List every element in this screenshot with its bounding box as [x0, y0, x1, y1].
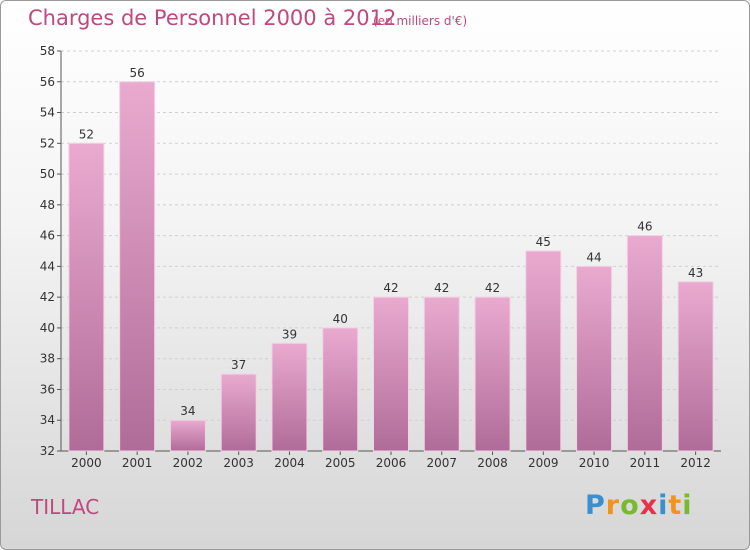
y-tick-label: 32: [40, 444, 55, 458]
data-label: 52: [79, 127, 94, 141]
logo-letter: P: [585, 490, 606, 521]
logo-letter: x: [639, 490, 659, 521]
bar-2002: [169, 419, 206, 452]
logo-letter: r: [605, 490, 621, 521]
data-label: 42: [434, 281, 449, 295]
y-tick-label: 44: [40, 259, 55, 273]
logo-letter: t: [668, 490, 683, 521]
y-tick-label: 56: [40, 75, 55, 89]
bar-2004: [271, 342, 308, 452]
y-tick-label: 34: [40, 413, 55, 427]
bar-2009: [525, 250, 562, 452]
y-tick-label: 36: [40, 382, 55, 396]
logo-letter: i: [682, 490, 693, 521]
x-tick-label: 2006: [376, 456, 407, 470]
x-tick-label: 2007: [426, 456, 457, 470]
chart-title: Charges de Personnel 2000 à 2012: [28, 6, 397, 30]
x-tick-label: 2010: [579, 456, 610, 470]
chart-subtitle: (en milliers d'€): [373, 14, 468, 28]
data-label: 43: [688, 266, 703, 280]
data-label: 40: [333, 312, 348, 326]
x-tick-label: 2001: [122, 456, 153, 470]
data-label: 44: [586, 250, 601, 264]
bar-2008: [474, 296, 511, 452]
bar-2005: [322, 327, 359, 452]
labels: 32 34 36 38 40 42 44 46 48 50 52 54 56 58 2000 52 2001 56…: [40, 44, 711, 470]
y-tick-label: 48: [40, 198, 55, 212]
data-label: 34: [180, 404, 195, 418]
x-tick-label: 2012: [680, 456, 711, 470]
bar-2010: [576, 265, 613, 452]
y-tick-label: 46: [40, 229, 55, 243]
x-tick-label: 2009: [528, 456, 559, 470]
y-tick-label: 54: [40, 106, 55, 120]
x-tick-label: 2003: [223, 456, 254, 470]
x-tick-label: 2000: [71, 456, 102, 470]
data-label: 39: [282, 327, 297, 341]
data-label: 56: [130, 66, 145, 80]
data-label: 42: [383, 281, 398, 295]
y-tick-label: 38: [40, 352, 55, 366]
y-tick-label: 42: [40, 290, 55, 304]
bar-2006: [373, 296, 409, 452]
data-label: 46: [637, 220, 652, 234]
x-tick-label: 2011: [630, 456, 661, 470]
bar-2012: [677, 281, 714, 452]
bar-2011: [626, 235, 663, 452]
bar-2007: [423, 296, 460, 452]
data-label: 45: [536, 235, 551, 249]
commune-name: TILLAC: [31, 495, 100, 519]
x-tick-label: 2002: [173, 456, 204, 470]
x-tick-label: 2005: [325, 456, 356, 470]
logo-letter: i: [658, 490, 669, 521]
y-tick-label: 50: [40, 167, 55, 181]
logo-letter: o: [620, 490, 640, 521]
y-tick-label: 40: [40, 321, 55, 335]
y-tick-label: 58: [40, 44, 55, 58]
y-tick-label: 52: [40, 136, 55, 150]
x-tick-label: 2004: [274, 456, 305, 470]
bar-2003: [220, 373, 257, 452]
bars: [68, 81, 714, 452]
bar-2000: [68, 142, 105, 452]
data-label: 42: [485, 281, 500, 295]
bar-2001: [119, 81, 156, 452]
data-label: 37: [231, 358, 246, 372]
proxiti-logo: Proxiti: [585, 490, 693, 521]
x-tick-label: 2008: [477, 456, 508, 470]
